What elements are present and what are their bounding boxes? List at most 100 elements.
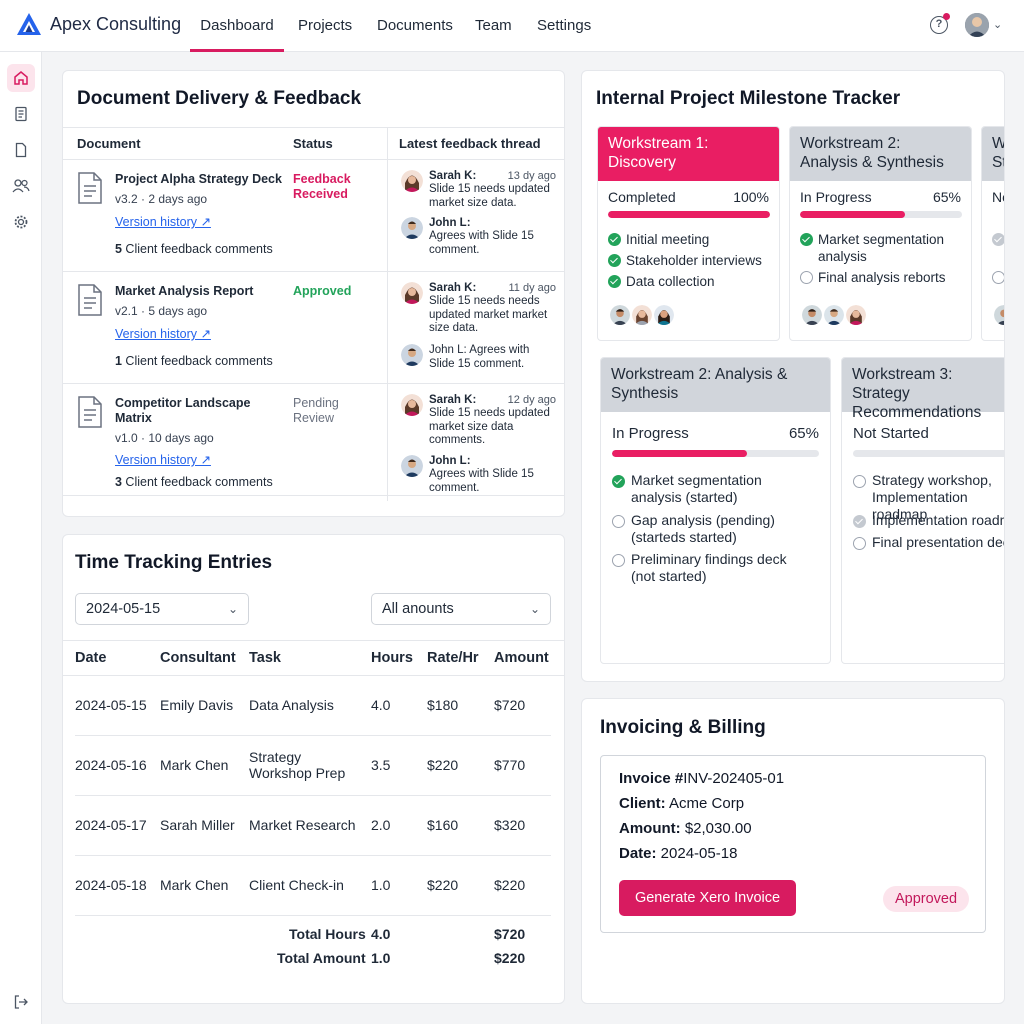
status-badge: Approved xyxy=(293,284,352,298)
help-icon[interactable]: ? xyxy=(930,16,948,34)
milestone-status: In Progress xyxy=(800,189,872,205)
empty-circle-icon xyxy=(853,537,866,550)
document-title: Project Alpha Strategy Deck xyxy=(115,172,282,186)
table-row[interactable]: 2024-05-16 Mark Chen Strategy Workshop P… xyxy=(75,736,551,796)
check-circle-icon xyxy=(853,515,866,528)
entry-consultant: Emily Davis xyxy=(160,697,234,713)
logout-icon[interactable] xyxy=(7,988,35,1016)
milestone-item: Market segmentation analysis xyxy=(818,232,945,264)
empty-circle-icon xyxy=(853,475,866,488)
document-title: Market Analysis Report xyxy=(115,284,254,298)
column-header: Amount xyxy=(494,650,549,666)
milestone-card[interactable]: Workstream 3: Strategy Recommendations N… xyxy=(841,357,1004,664)
feedback-text: Slide 15 needs updated market size data. xyxy=(429,183,550,209)
milestone-card[interactable]: Workstream 2: Analysis & Synthesis In Pr… xyxy=(789,126,972,341)
milestone-card[interactable]: Workstream 2: Analysis & Synthesis In Pr… xyxy=(600,357,831,664)
tab-projects[interactable]: Projects xyxy=(298,17,353,34)
feedback-text: Agrees with Slide 15 comment. xyxy=(429,468,534,494)
invoice-number-value: INV-202405-01 xyxy=(683,770,785,787)
tab-dashboard[interactable]: Dashboard xyxy=(190,0,284,52)
user-avatar[interactable] xyxy=(965,13,989,37)
generate-invoice-button[interactable]: Generate Xero Invoice xyxy=(619,880,796,916)
document-icon xyxy=(78,284,102,316)
column-header: Hours xyxy=(371,650,413,666)
amount-filter-select[interactable]: All anounts ⌄ xyxy=(371,593,551,625)
feedback-count: 5 Client feedback comments xyxy=(115,242,273,256)
time-tracking-card: Time Tracking Entries 2024-05-15 ⌄ All a… xyxy=(62,534,565,1004)
table-row[interactable]: 2024-05-15 Emily Davis Data Analysis 4.0… xyxy=(75,676,551,736)
gear-icon[interactable] xyxy=(7,208,35,236)
team-icon[interactable] xyxy=(7,172,35,200)
entry-task: Data Analysis xyxy=(249,697,334,713)
status-badge: Approved xyxy=(883,886,969,912)
feedback-count: 3 Client feedback comments xyxy=(115,475,273,489)
column-header: Date xyxy=(75,650,107,666)
entry-rate: $220 xyxy=(427,877,459,893)
milestone-item: Initial meeting xyxy=(626,232,710,247)
entry-task: Client Check-in xyxy=(249,877,344,893)
column-header: Latest feedback thread xyxy=(399,136,541,151)
brand-logo[interactable]: Apex Consulting xyxy=(16,12,181,36)
date-filter-value: 2024-05-15 xyxy=(86,601,161,617)
home-icon[interactable] xyxy=(7,64,35,92)
milestone-card[interactable]: Wo St No xyxy=(981,126,1004,341)
milestone-item: Strategy workshop, Implementation roadma… xyxy=(872,472,1004,523)
milestone-item: Data collection xyxy=(626,274,715,289)
document-meta: v1.0 · 10 days ago xyxy=(115,431,214,445)
table-row[interactable]: Competitor Landscape Matrix v1.0 · 10 da… xyxy=(63,384,564,496)
invoice-date: Date: 2024-05-18 xyxy=(619,845,737,862)
file-icon[interactable] xyxy=(7,136,35,164)
tab-documents[interactable]: Documents xyxy=(377,17,453,34)
avatar xyxy=(401,282,423,304)
entry-hours: 3.5 xyxy=(371,757,391,773)
feedback-item: John L: Agrees with Slide 15 comment. xyxy=(401,217,556,259)
version-history-link[interactable]: Version history ↗ xyxy=(115,453,211,467)
chevron-down-icon: ⌄ xyxy=(227,602,238,616)
total-hours-label: Total Hours xyxy=(289,926,366,942)
document-title: Competitor Landscape Matrix xyxy=(115,396,251,425)
chevron-down-icon[interactable]: ⌄ xyxy=(993,19,1003,31)
tab-settings[interactable]: Settings xyxy=(537,17,592,34)
comment-label: Client feedback comments xyxy=(121,242,273,256)
total-hours-value: 4.0 xyxy=(371,926,391,942)
comment-count: 5 xyxy=(115,242,122,256)
table-row[interactable]: 2024-05-18 Mark Chen Client Check-in 1.0… xyxy=(75,856,551,916)
check-circle-icon xyxy=(612,475,625,488)
feedback-text: Slide 15 needs updated market size data … xyxy=(429,407,550,446)
table-row[interactable]: Project Alpha Strategy Deck v3.2 · 2 day… xyxy=(63,160,564,272)
empty-circle-icon xyxy=(992,271,1004,284)
feedback-time: 13 dy ago xyxy=(507,170,556,182)
feedback-author: Sarah K: xyxy=(429,282,477,294)
entry-date: 2024-05-17 xyxy=(75,817,147,833)
date-filter-select[interactable]: 2024-05-15 ⌄ xyxy=(75,593,249,625)
list-document-icon[interactable] xyxy=(7,100,35,128)
milestone-title: Workstream 3: Strategy Recommendations xyxy=(842,358,1004,421)
entry-hours: 4.0 xyxy=(371,697,391,713)
milestone-title: Workstream 2: Analysis & Synthesis xyxy=(790,127,971,181)
check-circle-icon xyxy=(608,275,621,288)
version-history-link[interactable]: Version history ↗ xyxy=(115,215,211,229)
total-amount-value: $220 xyxy=(494,950,526,966)
milestone-percent: 65% xyxy=(932,189,961,205)
milestone-item: Final analysis reborts xyxy=(818,270,946,285)
card-title: Document Delivery & Feedback xyxy=(77,88,362,109)
entry-date: 2024-05-18 xyxy=(75,877,147,893)
invoicing-card: Invoicing & Billing Invoice #INV-202405-… xyxy=(581,698,1005,1004)
entry-amount: $220 xyxy=(494,877,526,893)
invoice-client-value: Acme Corp xyxy=(665,795,745,812)
avatar xyxy=(652,303,676,327)
check-circle-icon xyxy=(800,233,813,246)
milestone-card[interactable]: Workstream 1: Discovery Completed 100% I… xyxy=(597,126,780,341)
milestone-percent: 100% xyxy=(733,189,769,205)
version-history-link[interactable]: Version history ↗ xyxy=(115,327,211,341)
empty-circle-icon xyxy=(612,515,625,528)
feedback-time: 11 dy ago xyxy=(508,282,556,294)
milestone-item: Gap analysis (pending) (starteds started… xyxy=(631,512,775,545)
card-title: Internal Project Milestone Tracker xyxy=(596,88,901,109)
avatar xyxy=(401,170,423,192)
check-circle-icon xyxy=(992,233,1004,246)
table-row[interactable]: Market Analysis Report v2.1 · 5 days ago… xyxy=(63,272,564,384)
table-row[interactable]: 2024-05-17 Sarah Miller Market Research … xyxy=(75,796,551,856)
tab-team[interactable]: Team xyxy=(475,17,512,34)
feedback-item: John L: Agrees with Slide 15 comment. xyxy=(401,455,556,495)
